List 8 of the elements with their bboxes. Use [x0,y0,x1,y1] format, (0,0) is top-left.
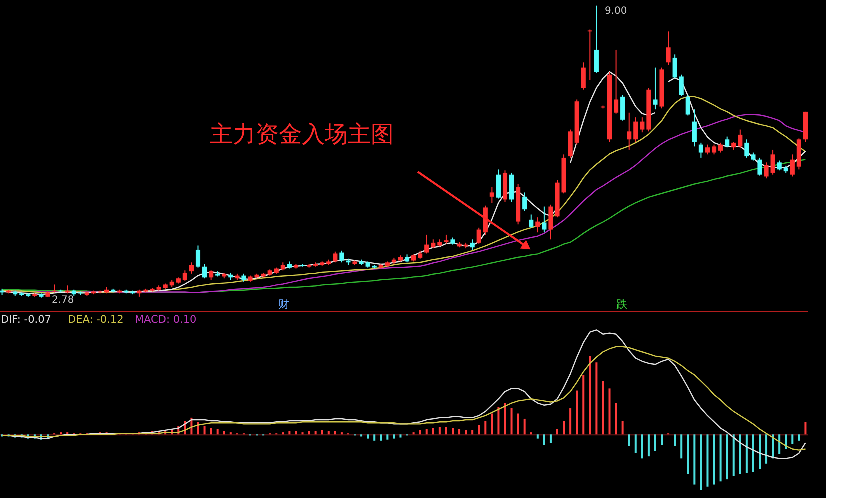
annotation: 9.00 [605,6,628,17]
text: DIF: -0.07 [1,314,52,326]
text: MACD: 0.10 [135,314,197,326]
text: 跌 [616,298,628,311]
annotation: 2.78 [52,295,74,306]
text: DEA: -0.12 [68,314,124,326]
annotation: 主力资金入场主图 [210,122,394,148]
text: 财 [278,298,290,311]
